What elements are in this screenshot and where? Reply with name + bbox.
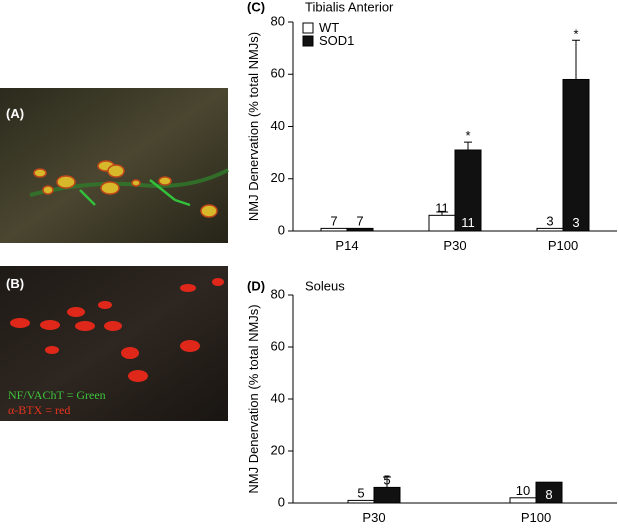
y-tick-label: 0 [278,222,285,237]
x-tick-label: P100 [521,510,551,525]
legend-label: SOD1 [319,33,354,48]
legend-swatch [302,22,314,34]
chart-title: Tibialis Anterior [305,0,394,14]
bar [509,497,537,504]
significance-marker: * [573,26,578,41]
y-tick-label: 80 [271,13,285,28]
x-tick-label: P100 [548,238,578,253]
x-tick-label: P30 [443,238,466,253]
n-label: 7 [356,213,363,228]
n-label: 5 [357,485,364,500]
y-tick-label: 40 [271,118,285,133]
bar [347,499,375,504]
n-label: 8 [545,487,552,502]
y-tick-label: 20 [271,442,285,457]
error-bar [383,476,391,488]
panel-label: (B) [6,276,24,291]
bar [536,227,564,232]
n-label: 11 [435,200,449,215]
error-bar [464,141,472,151]
bar [320,227,348,232]
bar [346,227,374,232]
micrograph-b: (B) NF/VAChT = Green α-BTX = red [0,266,228,421]
x-tick-label: P30 [362,510,385,525]
y-axis-label: NMJ Denervation (% total NMJs) [246,32,261,221]
n-label: 10 [516,483,530,498]
bar [373,486,401,504]
significance-marker: * [465,128,470,143]
y-tick-label: 60 [271,338,285,353]
x-tick-label: P14 [335,238,358,253]
error-bar [438,210,446,216]
panel-label: (C) [247,0,265,14]
chart-title: Soleus [305,278,345,293]
stain-legend: α-BTX = red [8,403,70,417]
n-label: 11 [461,215,475,230]
error-bar [572,39,580,80]
bar [428,214,456,232]
bar [562,78,590,232]
bar [535,481,563,504]
n-label: 5 [383,472,390,487]
n-label: 3 [572,215,579,230]
y-axis-label: NMJ Denervation (% total NMJs) [246,304,261,493]
stain-legend: NF/VAChT = Green [8,388,106,402]
n-label: 7 [330,213,337,228]
panel-label: (D) [247,278,265,293]
y-tick-label: 80 [271,286,285,301]
y-tick-label: 20 [271,170,285,185]
panel-label: (A) [6,106,24,121]
y-tick-label: 0 [278,494,285,509]
micrograph-a: (A) [0,88,229,243]
legend-label: WT [319,20,339,35]
y-tick-label: 40 [271,390,285,405]
y-tick-label: 60 [271,66,285,81]
legend-swatch [302,35,314,47]
n-label: 3 [546,213,553,228]
